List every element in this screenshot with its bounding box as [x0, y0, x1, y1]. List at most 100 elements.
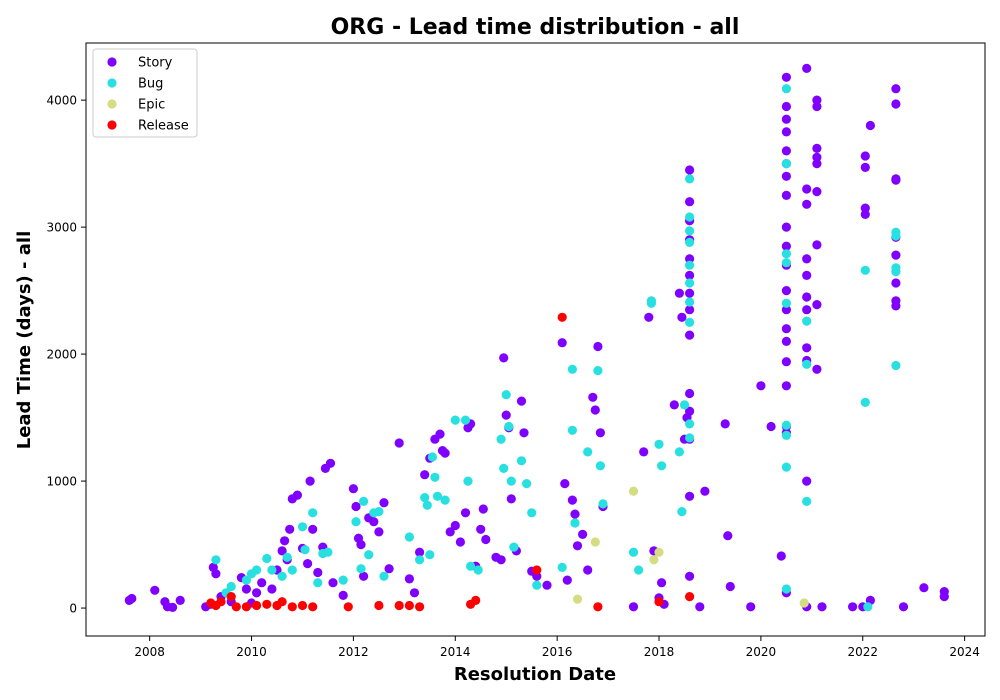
- legend-label-epic: Epic: [138, 98, 165, 113]
- point-story-112: [685, 388, 695, 399]
- point-story-107: [685, 254, 695, 264]
- point-bug-29: [425, 550, 435, 560]
- point-story-146: [802, 63, 812, 73]
- point-story-20: [277, 546, 287, 556]
- point-story-93: [644, 312, 654, 322]
- point-story-167: [848, 602, 858, 612]
- point-story-92: [639, 447, 649, 457]
- point-story-128: [781, 114, 792, 124]
- point-bug-46: [522, 479, 532, 489]
- point-bug-12: [300, 545, 310, 555]
- point-bug-84: [781, 584, 792, 594]
- point-story-133: [781, 190, 792, 200]
- point-story-76: [532, 571, 542, 581]
- point-bug-10: [287, 565, 297, 575]
- point-bug-65: [679, 400, 690, 410]
- point-bug-53: [583, 447, 593, 457]
- point-story-2: [150, 585, 160, 595]
- point-bug-3: [241, 575, 251, 585]
- point-bug-32: [432, 491, 443, 501]
- point-release-13: [343, 602, 353, 612]
- point-story-83: [572, 541, 583, 551]
- point-story-176: [891, 99, 901, 109]
- point-bug-20: [359, 496, 369, 506]
- legend-marker-story: [107, 57, 117, 67]
- point-story-155: [802, 476, 812, 486]
- point-bug-41: [501, 390, 511, 400]
- x-tick-label-3: 2014: [440, 645, 471, 659]
- point-bug-72: [685, 297, 695, 307]
- point-story-181: [891, 278, 901, 288]
- point-story-185: [919, 583, 929, 593]
- point-bug-14: [313, 578, 323, 588]
- point-story-175: [891, 84, 901, 94]
- point-bug-95: [891, 360, 901, 371]
- point-story-65: [481, 534, 491, 545]
- point-story-10: [211, 569, 221, 579]
- legend-label-release: Release: [138, 119, 189, 134]
- point-story-87: [590, 405, 600, 415]
- point-story-160: [812, 152, 822, 162]
- point-bug-34: [450, 415, 460, 425]
- point-bug-69: [685, 237, 695, 247]
- point-story-58: [455, 537, 465, 547]
- point-story-55: [440, 448, 450, 458]
- y-tick-label-3: 3000: [46, 221, 77, 235]
- point-bug-55: [595, 461, 606, 471]
- point-epic-2: [628, 486, 639, 496]
- point-epic-3: [649, 555, 659, 565]
- point-story-21: [280, 536, 290, 546]
- point-story-14: [241, 584, 251, 594]
- point-story-100: [677, 312, 687, 322]
- point-story-147: [802, 184, 812, 194]
- point-story-48: [409, 588, 420, 598]
- point-story-91: [628, 602, 639, 612]
- point-story-166: [817, 602, 827, 612]
- point-story-86: [588, 392, 598, 402]
- point-release-10: [287, 602, 297, 612]
- point-story-35: [338, 590, 348, 601]
- point-bug-8: [277, 571, 287, 581]
- point-story-157: [812, 95, 822, 105]
- point-story-67: [496, 555, 506, 565]
- point-story-103: [685, 165, 695, 175]
- point-release-3: [226, 592, 236, 602]
- point-release-2: [216, 597, 226, 607]
- point-story-30: [313, 567, 323, 578]
- point-bug-49: [557, 562, 567, 573]
- point-bug-11: [297, 522, 308, 532]
- point-story-68: [499, 353, 509, 363]
- point-story-150: [802, 270, 812, 280]
- point-story-109: [685, 288, 695, 298]
- point-story-6: [175, 595, 185, 606]
- series-story: [124, 63, 949, 613]
- point-story-47: [404, 574, 414, 584]
- point-bug-75: [685, 433, 695, 443]
- point-story-85: [583, 565, 593, 575]
- point-release-5: [241, 602, 251, 612]
- x-tick-label-8: 2024: [949, 645, 980, 659]
- chart-title: ORG - Lead time distribution - all: [331, 15, 740, 40]
- point-bug-83: [781, 462, 792, 472]
- point-story-120: [723, 531, 733, 541]
- point-bug-19: [356, 564, 366, 574]
- point-story-173: [865, 120, 876, 131]
- point-bug-26: [415, 555, 425, 565]
- point-bug-40: [499, 463, 509, 473]
- y-tick-label-4: 4000: [46, 94, 77, 108]
- point-story-28: [305, 476, 315, 486]
- point-story-59: [460, 508, 471, 518]
- point-story-153: [802, 343, 812, 353]
- point-bug-25: [404, 532, 414, 542]
- point-bug-94: [891, 267, 901, 277]
- point-story-53: [435, 429, 445, 439]
- point-release-7: [262, 599, 272, 609]
- point-story-159: [812, 143, 822, 153]
- point-story-140: [781, 336, 792, 346]
- point-story-57: [450, 520, 460, 531]
- point-story-139: [781, 324, 792, 334]
- point-story-79: [560, 479, 570, 489]
- point-bug-78: [781, 249, 792, 259]
- point-story-88: [593, 341, 603, 352]
- point-bug-73: [685, 317, 695, 327]
